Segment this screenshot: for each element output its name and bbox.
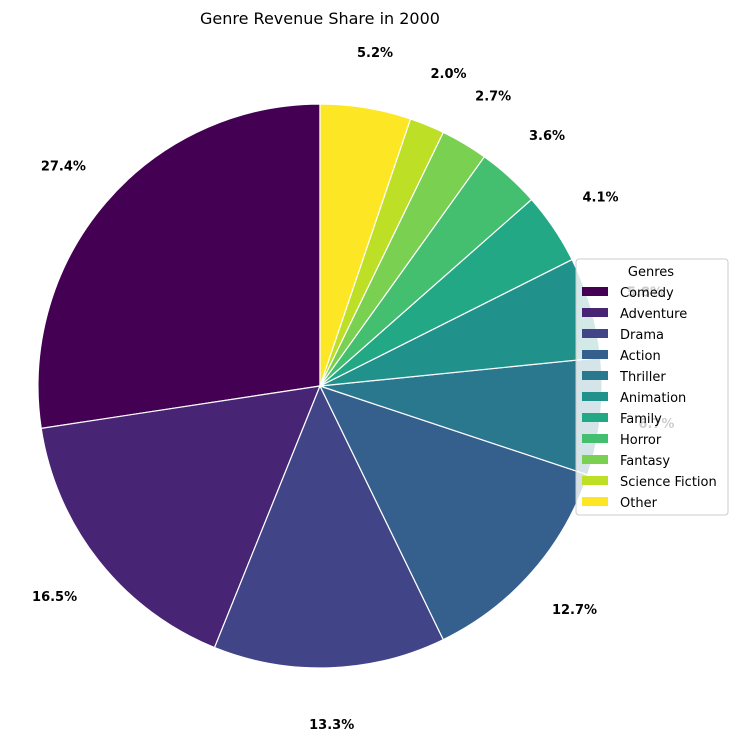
pct-label-fantasy: 2.7% — [475, 89, 511, 104]
legend-label-fantasy: Fantasy — [620, 454, 670, 469]
pie-slice-other — [319, 103, 412, 387]
legend-label-action: Action — [620, 349, 661, 364]
legend-swatch-family — [582, 413, 608, 422]
legend-label-drama: Drama — [620, 328, 664, 343]
pct-label-horror: 3.6% — [529, 129, 565, 144]
legend-swatch-animation — [582, 392, 608, 401]
legend-swatch-comedy — [582, 287, 608, 296]
pct-label-action: 12.7% — [552, 603, 597, 618]
legend-label-animation: Animation — [620, 391, 686, 406]
legend-title: Genres — [628, 265, 674, 280]
pct-label-science-fiction: 2.0% — [430, 67, 466, 82]
legend-swatch-science-fiction — [582, 476, 608, 485]
pie-slice-comedy — [37, 103, 321, 430]
legend-label-science-fiction: Science Fiction — [620, 475, 717, 490]
legend-label-horror: Horror — [620, 433, 662, 448]
pct-label-drama: 13.3% — [309, 718, 354, 733]
legend-label-other: Other — [620, 496, 658, 511]
legend-label-family: Family — [620, 412, 662, 427]
legend-swatch-fantasy — [582, 455, 608, 464]
pct-label-other: 5.2% — [357, 46, 393, 61]
legend-label-comedy: Comedy — [620, 286, 674, 301]
chart-title: Genre Revenue Share in 2000 — [200, 9, 440, 28]
legend-label-thriller: Thriller — [619, 370, 666, 385]
pie-slice-drama — [213, 384, 445, 669]
legend-swatch-thriller — [582, 371, 608, 380]
legend-swatch-other — [582, 497, 608, 506]
legend-label-adventure: Adventure — [620, 307, 687, 322]
legend-swatch-action — [582, 350, 608, 359]
legend-items: Comedy Adventure Drama Action Thriller Animat… — [582, 286, 717, 511]
legend-box — [575, 258, 729, 516]
pie-slices — [37, 103, 603, 669]
legend-swatch-horror — [582, 434, 608, 443]
legend: Genres Comedy Adventure Drama Action Thrille… — [575, 258, 729, 516]
pct-label-adventure: 16.5% — [32, 590, 77, 605]
pie-slice-adventure — [40, 385, 321, 649]
pct-label-comedy: 27.4% — [41, 159, 86, 174]
pct-label-family: 4.1% — [582, 191, 618, 206]
legend-swatch-adventure — [582, 308, 608, 317]
legend-swatch-drama — [582, 329, 608, 338]
